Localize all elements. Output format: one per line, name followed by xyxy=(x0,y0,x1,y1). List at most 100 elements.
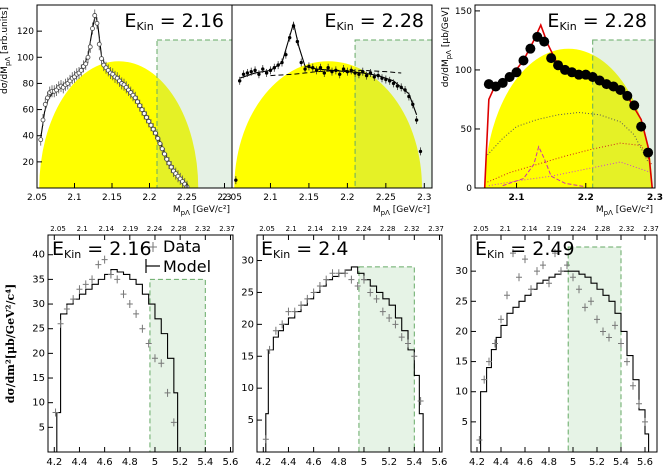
y-tick-label: 50 xyxy=(461,125,473,135)
x-tick-label: 2.15 xyxy=(299,193,319,203)
data-point xyxy=(337,72,342,76)
y-tick-label: 25 xyxy=(455,296,468,307)
data-point xyxy=(372,75,377,79)
x-tick-label: 4.4 xyxy=(281,457,297,468)
data-point xyxy=(276,63,280,67)
data-point xyxy=(52,408,59,417)
data-point xyxy=(518,55,529,66)
x-tick-label: 4.2 xyxy=(46,457,62,468)
data-point xyxy=(386,313,393,322)
selection-window xyxy=(592,39,655,188)
data-point xyxy=(376,73,380,78)
top-axis-label: 2.37 xyxy=(428,225,444,233)
x-tick-label: 4.4 xyxy=(493,457,509,468)
y-tick-label: 30 xyxy=(32,299,45,310)
data-point xyxy=(525,43,536,54)
data-point xyxy=(417,396,424,405)
top-axis-label: 2.28 xyxy=(595,225,611,233)
x-tick-label: 5.2 xyxy=(381,457,397,468)
data-point xyxy=(170,418,177,427)
x-tick-label: 4.8 xyxy=(541,457,557,468)
data-point xyxy=(311,66,315,70)
data-point xyxy=(92,13,98,18)
x-tick-label: 2.1 xyxy=(263,193,277,203)
data-point xyxy=(237,79,242,83)
chart-top-right: 2.1 2.2 2.3 0 50 100 150 EKin = 2.28 MpΛ [GeV/c²… xyxy=(441,4,663,217)
data-point xyxy=(384,77,388,82)
data-point xyxy=(168,164,174,170)
data-point xyxy=(63,304,70,313)
data-point xyxy=(291,307,298,316)
y-tick-label: 5 xyxy=(39,422,45,433)
x-tick-label: 5.4 xyxy=(406,457,422,468)
top-axis-label: 2.24 xyxy=(356,225,372,233)
data-point xyxy=(407,94,411,99)
y-tick-label: 5 xyxy=(462,417,468,428)
y-tick-label: 100 xyxy=(17,53,34,63)
data-point xyxy=(357,72,361,76)
selection-window xyxy=(156,39,232,188)
top-axis-label: 2.24 xyxy=(147,225,163,233)
data-point xyxy=(101,255,108,264)
top-axis-label: 2.19 xyxy=(546,225,562,233)
data-point xyxy=(622,90,633,101)
x-tick-label: 4.2 xyxy=(255,457,271,468)
top-axis-label: 2.32 xyxy=(404,225,420,233)
data-point xyxy=(594,315,600,324)
data-point xyxy=(323,275,330,284)
plot-area xyxy=(476,246,653,452)
y-tick-label: 40 xyxy=(23,132,35,142)
y-axis-label: dσ/dMpΛ [arb.units] xyxy=(0,7,12,94)
data-point xyxy=(373,294,380,303)
data-point xyxy=(576,285,582,294)
chart-bottom-middle: 4.2 4.4 4.6 4.8 5 5.2 5.4 5.6 5 10 15 20 25 30 2.05 2.1… xyxy=(241,225,448,468)
data-point xyxy=(150,126,156,132)
data-point xyxy=(249,69,253,74)
y-tick-label: 25 xyxy=(32,324,45,335)
data-point xyxy=(341,67,346,71)
data-point xyxy=(364,73,369,78)
data-point xyxy=(348,275,355,284)
data-point xyxy=(511,67,522,78)
data-point xyxy=(353,71,357,75)
x-tick-label: 5.4 xyxy=(197,457,213,468)
y-tick-label: 10 xyxy=(455,387,468,398)
top-axis-label: 2.19 xyxy=(123,225,139,233)
data-point xyxy=(164,388,171,397)
data-point xyxy=(342,269,349,278)
phase-space-region xyxy=(39,61,199,188)
data-point xyxy=(95,260,102,269)
x-tick-label: 4.2 xyxy=(469,457,485,468)
data-point xyxy=(78,67,84,73)
model-component-tertiary xyxy=(488,161,649,187)
y-tick-label: 30 xyxy=(241,256,254,267)
data-point xyxy=(139,107,145,112)
data-point xyxy=(379,307,386,316)
y-axis-label: dσ/dm²[μb/GeV²/c⁴] xyxy=(4,284,17,403)
x-tick-label: 5.6 xyxy=(432,457,448,468)
data-point xyxy=(498,315,504,324)
panel-title: EKin = 2.28 xyxy=(324,10,424,33)
data-point xyxy=(516,273,522,282)
data-point xyxy=(166,160,172,166)
data-point xyxy=(636,121,647,132)
y-tick-label: 5 xyxy=(248,415,254,426)
x-tick-label: 5.4 xyxy=(613,457,629,468)
plot-frame xyxy=(470,234,658,453)
data-point xyxy=(83,61,89,67)
data-point xyxy=(345,69,350,74)
y-tick-label: 0 xyxy=(466,184,472,194)
data-point xyxy=(133,309,140,318)
y-axis-label: dσ/dMpΛ [μb/GeV] xyxy=(441,7,453,87)
data-point xyxy=(38,137,44,143)
x-tick-label: 4.8 xyxy=(331,457,347,468)
top-axis-label: 2.14 xyxy=(522,225,538,233)
data-point xyxy=(643,147,654,158)
data-point xyxy=(588,297,594,306)
data-point xyxy=(642,417,648,426)
data-point xyxy=(262,435,269,444)
data-point xyxy=(399,85,403,90)
data-point xyxy=(153,130,158,136)
plot-frame xyxy=(47,234,234,453)
top-axis-label: 2.19 xyxy=(332,225,348,233)
